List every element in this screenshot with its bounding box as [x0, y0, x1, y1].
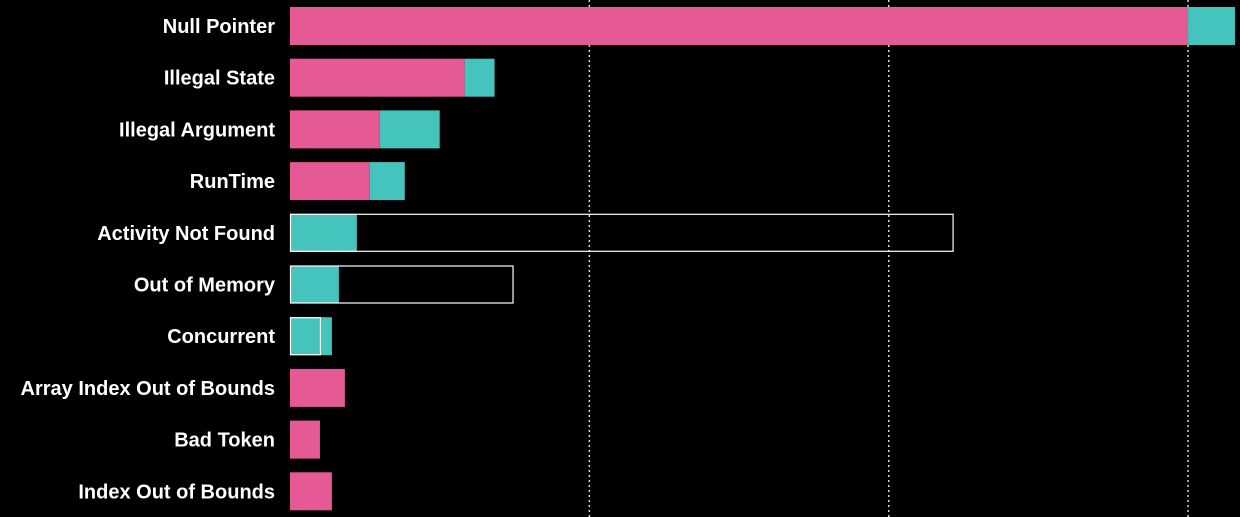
category-label: RunTime — [190, 171, 275, 193]
category-label: Illegal State — [164, 68, 275, 90]
gridlines — [588, 0, 1189, 517]
category-label: Array Index Out of Bounds — [21, 378, 275, 400]
bar-outlines — [289, 213, 954, 356]
bar-segment-series-2 — [1188, 7, 1235, 45]
bar-outline — [289, 213, 954, 252]
bar-segment-series-1 — [290, 472, 332, 511]
category-label: Activity Not Found — [97, 223, 275, 245]
category-label: Null Pointer — [163, 16, 275, 38]
bar-segment-series-2 — [464, 58, 495, 97]
category-labels: Null Pointer Illegal State Illegal Argumen… — [21, 16, 276, 503]
bar-segment-series-1 — [290, 162, 370, 201]
bar-outline — [289, 317, 322, 356]
category-label: Bad Token — [174, 430, 275, 452]
bar-outline — [289, 265, 514, 304]
bars — [290, 7, 1235, 511]
bar-segment-series-2 — [369, 162, 405, 201]
bar-segment-series-2 — [290, 213, 357, 252]
bar-segment-series-1 — [290, 368, 345, 407]
bar-segment-series-1 — [290, 7, 1189, 45]
bar-segment-series-2 — [290, 265, 339, 304]
bar-segment-series-1 — [290, 110, 380, 149]
bar-segment-series-1 — [290, 58, 465, 97]
category-label: Illegal Argument — [119, 119, 275, 141]
category-label: Out of Memory — [134, 275, 276, 297]
category-label: Concurrent — [167, 326, 275, 348]
category-label: Index Out of Bounds — [78, 481, 275, 503]
bar-segment-series-1 — [290, 420, 320, 459]
bar-segment-series-2 — [290, 317, 332, 356]
bar-segment-series-2 — [379, 110, 440, 149]
